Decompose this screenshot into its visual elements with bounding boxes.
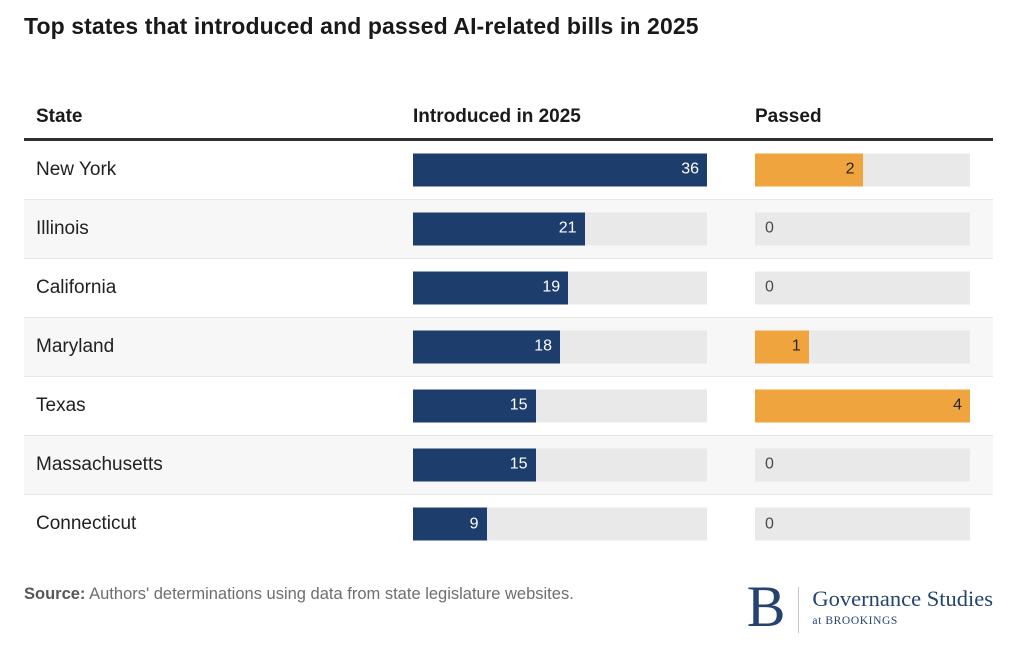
passed-bar-track: 0 <box>755 271 970 305</box>
passed-bar-fill: 4 <box>755 389 970 423</box>
logo-divider <box>798 586 800 633</box>
introduced-bar-fill: 15 <box>413 448 536 482</box>
state-label: Massachusetts <box>36 453 163 475</box>
introduced-bar-track: 15 <box>413 448 707 482</box>
introduced-value: 9 <box>469 515 479 533</box>
column-header-introduced: Introduced in 2025 <box>413 105 581 127</box>
passed-bar-fill: 1 <box>755 330 809 364</box>
source-label: Source: <box>24 584 86 603</box>
introduced-value: 19 <box>542 278 561 296</box>
state-label: Connecticut <box>36 513 137 535</box>
passed-value: 1 <box>791 337 801 355</box>
passed-bar-track: 0 <box>755 507 970 541</box>
introduced-bar-fill: 36 <box>413 153 707 187</box>
logo-program-name: Governance Studies <box>812 585 993 611</box>
passed-value: 4 <box>953 396 962 414</box>
source-note: Source: Authors' determinations using da… <box>24 582 654 608</box>
passed-bar-track: 0 <box>755 448 970 482</box>
state-label: New York <box>36 158 117 180</box>
introduced-bar-fill: 21 <box>413 212 585 246</box>
table-row: California 19 0 <box>24 258 993 318</box>
state-label: California <box>36 276 117 298</box>
passed-zero-value: 0 <box>765 515 774 533</box>
table-header-row: State Introduced in 2025 Passed <box>24 96 993 141</box>
table-row: Connecticut 9 0 <box>24 494 993 554</box>
table-body: New York 36 2 Illinois 21 0 Californ <box>24 140 993 554</box>
footer: Source: Authors' determinations using da… <box>24 573 993 639</box>
introduced-bar-fill: 15 <box>413 389 536 423</box>
introduced-bar-fill: 9 <box>413 507 487 541</box>
introduced-bar-fill: 18 <box>413 330 560 364</box>
logo-subtitle: at BROOKINGS <box>812 614 898 627</box>
brookings-logo: B Governance Studies at BROOKINGS <box>746 573 993 639</box>
introduced-bar-track: 36 <box>413 153 707 187</box>
page-title: Top states that introduced and passed AI… <box>24 13 699 39</box>
page: Top states that introduced and passed AI… <box>24 0 993 639</box>
state-label: Maryland <box>36 335 115 357</box>
state-label: Illinois <box>36 217 89 239</box>
introduced-value: 21 <box>558 219 577 237</box>
introduced-bar-track: 15 <box>413 389 707 423</box>
introduced-bar-fill: 19 <box>413 271 569 305</box>
passed-bar-track: 4 <box>755 389 970 423</box>
table-row: Massachusetts 15 0 <box>24 435 993 495</box>
passed-bar-track: 2 <box>755 153 970 187</box>
introduced-bar-track: 19 <box>413 271 707 305</box>
introduced-bar-track: 18 <box>413 330 707 364</box>
passed-bar-track: 1 <box>755 330 970 364</box>
passed-zero-value: 0 <box>765 219 774 237</box>
logo-text: Governance Studies at BROOKINGS <box>812 584 993 627</box>
introduced-value: 18 <box>534 337 552 355</box>
passed-bar-fill: 2 <box>755 153 863 187</box>
state-label: Texas <box>36 394 86 416</box>
passed-bar-track: 0 <box>755 212 970 246</box>
brookings-b-monogram-icon: B <box>746 573 786 639</box>
table-row: Illinois 21 0 <box>24 199 993 259</box>
passed-value: 2 <box>845 160 855 178</box>
source-text: Authors' determinations using data from … <box>89 584 574 603</box>
introduced-value: 15 <box>509 455 528 473</box>
introduced-value: 15 <box>509 396 528 414</box>
table-row: Texas 15 4 <box>24 376 993 436</box>
passed-zero-value: 0 <box>765 455 774 473</box>
column-header-state: State <box>36 105 83 127</box>
table-row: New York 36 2 <box>24 140 993 200</box>
introduced-value: 36 <box>681 160 699 178</box>
table-row: Maryland 18 1 <box>24 317 993 377</box>
introduced-bar-track: 9 <box>413 507 707 541</box>
column-header-passed: Passed <box>755 105 822 127</box>
passed-zero-value: 0 <box>765 278 774 296</box>
introduced-bar-track: 21 <box>413 212 707 246</box>
